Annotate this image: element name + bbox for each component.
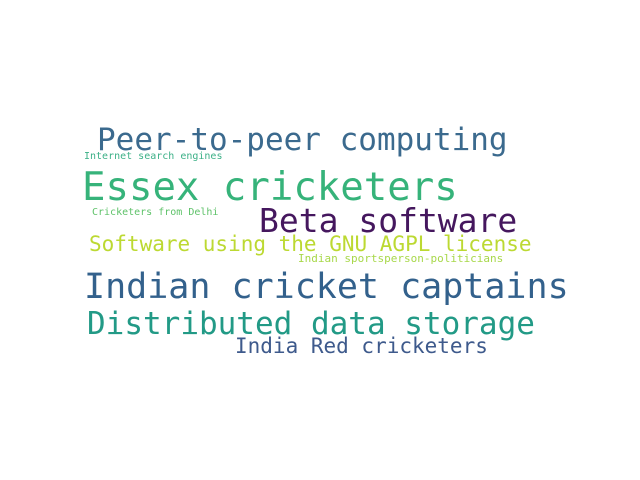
word-beta-software: Beta software [259, 201, 518, 240]
word-cricketers-from-delhi: Cricketers from Delhi [92, 207, 219, 218]
word-software-gnu-agpl: Software using the GNU AGPL license [89, 232, 532, 256]
word-india-red-cricketers: India Red cricketers [235, 334, 488, 358]
word-peer-to-peer-computing: Peer-to-peer computing [97, 122, 508, 158]
word-distributed-data-storage: Distributed data storage [87, 306, 535, 342]
word-indian-sportsperson-politicians: Indian sportsperson-politicians [298, 252, 504, 265]
word-indian-cricket-captains: Indian cricket captains [84, 267, 569, 307]
word-internet-search-engines: Internet search engines [84, 151, 223, 162]
word-essex-cricketers: Essex cricketers [82, 165, 458, 210]
